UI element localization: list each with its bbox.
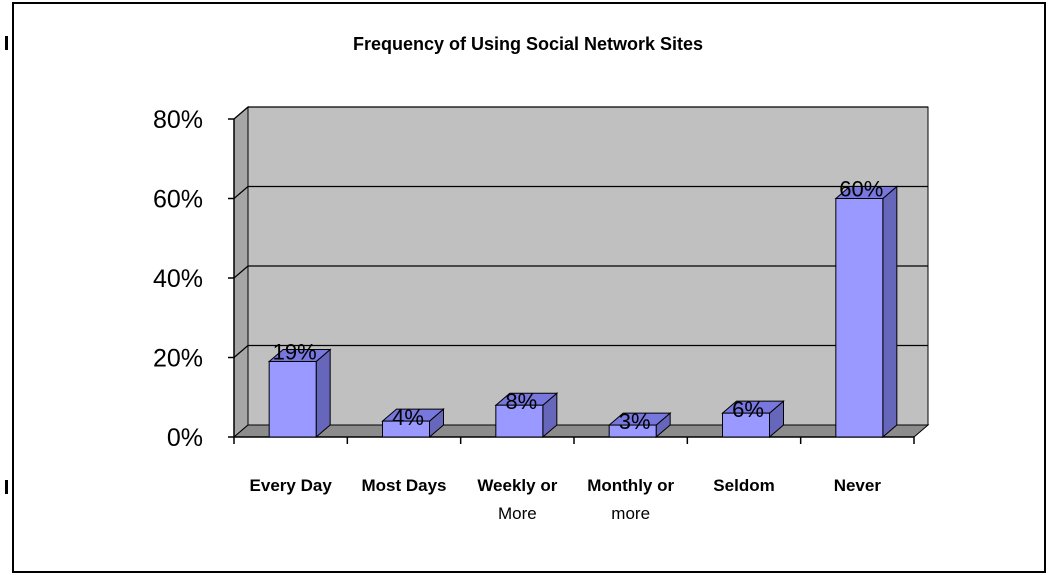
data-label: 3%: [619, 409, 651, 434]
category-label: Weekly or: [477, 476, 557, 495]
bar: [267, 348, 332, 439]
bar-front: [495, 404, 544, 438]
data-label: 4%: [392, 405, 424, 430]
category-label: more: [611, 504, 650, 523]
y-tick-label: 60%: [153, 186, 203, 214]
gridline-side: [233, 345, 249, 358]
data-label: 8%: [505, 389, 537, 414]
bars: [267, 185, 899, 439]
bar: [494, 392, 559, 439]
chart-title: Frequency of Using Social Network Sites: [353, 34, 703, 54]
bar: [607, 411, 672, 439]
y-tick-label: 80%: [153, 106, 203, 134]
data-labels: 19% 4% 8% 3% 6% 60%: [273, 177, 884, 435]
gridline-side: [233, 186, 249, 199]
gridline-side: [233, 106, 249, 120]
y-tick-label: 20%: [153, 345, 203, 373]
x-axis: [233, 436, 915, 444]
bar-side: [315, 348, 331, 439]
category-label: Most Days: [361, 476, 446, 495]
y-axis: 0% 20% 40% 60% 80%: [153, 106, 235, 452]
data-label: 60%: [839, 177, 883, 202]
data-label: 6%: [732, 397, 764, 422]
bar-front: [608, 424, 657, 438]
category-label: More: [498, 504, 537, 523]
category-label: Seldom: [713, 476, 774, 495]
category-label: Monthly or: [587, 476, 674, 495]
bar-front: [268, 360, 317, 438]
bar-front: [835, 198, 884, 438]
category-label: Every Day: [250, 476, 333, 495]
bar-side: [882, 185, 898, 439]
frame-tick-left-bottom: [5, 480, 8, 494]
y-tick-label: 0%: [167, 424, 203, 452]
bar-front: [722, 412, 770, 438]
category-label: Never: [834, 476, 882, 495]
gridline-side: [233, 265, 249, 279]
bar: [381, 408, 445, 439]
bar: [834, 185, 899, 439]
y-tick-label: 40%: [153, 265, 203, 293]
x-axis-labels: Every Day Most Days Weekly or More Monthly o…: [250, 476, 882, 523]
plot-area: [232, 105, 930, 439]
frame-tick-left-top: [5, 36, 8, 50]
floor: [232, 424, 930, 438]
bar: [721, 400, 785, 439]
data-label: 19%: [273, 339, 317, 364]
gridlines: [233, 106, 928, 358]
bar-front: [382, 420, 430, 438]
